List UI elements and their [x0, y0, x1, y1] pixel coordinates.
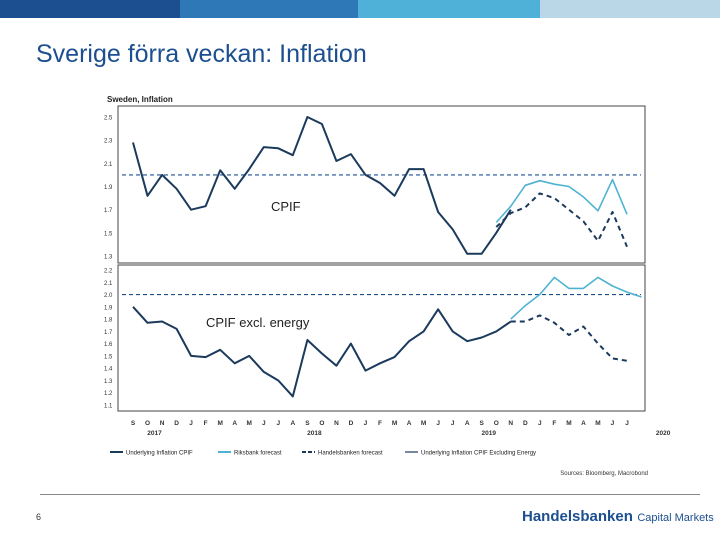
x-tick-label: F [378, 420, 382, 427]
x-tick-label: N [334, 420, 339, 427]
x-tick-label: A [232, 420, 237, 427]
legend-label: Underlying Inflation CPIF [126, 451, 193, 457]
top-bar-segment-3 [358, 0, 540, 18]
series-line [510, 276, 642, 320]
y-tick-label: 1.7 [104, 208, 113, 214]
top-bar-segment-4 [540, 0, 720, 18]
chart-source: Sources: Bloomberg, Macrobond [560, 471, 648, 477]
top-color-bar [0, 0, 720, 18]
y-tick-label: 2.0 [104, 293, 113, 299]
y-tick-label: 1.8 [104, 318, 113, 324]
x-axis: S O N D J F M A M J J A S O N D J F M A M J J A S O N D J F M A M J J 2017 2… [131, 420, 671, 437]
y-tick-label: 1.3 [104, 255, 113, 261]
brand-main: Handelsbanken [522, 508, 633, 525]
x-year-label: 2020 [656, 430, 671, 437]
x-tick-label: F [552, 420, 556, 427]
y-tick-label: 1.9 [104, 185, 113, 191]
x-tick-label: N [160, 420, 165, 427]
panel-frame [117, 105, 646, 264]
x-tick-label: A [465, 420, 470, 427]
x-tick-label: O [319, 420, 324, 427]
x-tick-label: A [290, 420, 295, 427]
x-tick-label: J [436, 420, 440, 427]
y-tick-label: 1.4 [104, 367, 113, 373]
panel-label: CPIF [271, 199, 301, 214]
panel-frame [117, 264, 646, 412]
x-tick-label: M [566, 420, 571, 427]
footer-divider [40, 494, 700, 495]
x-tick-label: J [625, 420, 629, 427]
y-tick-label: 2.1 [104, 162, 113, 168]
chart-title: Sweden, Inflation [107, 95, 173, 104]
legend-label: Underlying Inflation CPIF Excluding Ener… [421, 451, 536, 457]
x-tick-label: M [247, 420, 252, 427]
y-tick-label: 1.1 [104, 404, 113, 410]
y-tick-label: 2.2 [104, 269, 113, 275]
x-tick-label: O [494, 420, 499, 427]
x-tick-label: M [392, 420, 397, 427]
legend-label: Handelsbanken forecast [318, 451, 383, 457]
x-tick-label: J [364, 420, 368, 427]
x-tick-label: F [204, 420, 208, 427]
x-tick-label: J [451, 420, 455, 427]
x-year-label: 2017 [147, 430, 162, 437]
x-tick-label: S [305, 420, 310, 427]
top-bar-segment-2 [180, 0, 358, 18]
x-tick-label: M [421, 420, 426, 427]
legend: Underlying Inflation CPIF Riksbank foreca… [110, 451, 536, 457]
x-tick-label: A [581, 420, 586, 427]
panel-label: CPIF excl. energy [206, 315, 310, 330]
series-line [510, 314, 628, 362]
x-tick-label: J [538, 420, 542, 427]
page-number: 6 [36, 512, 42, 522]
y-tick-label: 1.9 [104, 305, 113, 311]
y-tick-label: 2.1 [104, 281, 113, 287]
y-tick-label: 1.3 [104, 379, 113, 385]
panel-cpif-excl-energy: 2.2 2.1 2.0 1.9 1.8 1.7 1.6 1.5 1.4 1.3 1.2 1.1 CPIF… [104, 264, 646, 412]
x-tick-label: J [189, 420, 193, 427]
y-tick-label: 2.3 [104, 139, 113, 145]
x-tick-label: O [145, 420, 150, 427]
x-tick-label: N [508, 420, 513, 427]
x-tick-label: D [349, 420, 354, 427]
x-tick-label: J [611, 420, 615, 427]
legend-label: Riksbank forecast [234, 451, 282, 457]
x-year-label: 2018 [307, 430, 322, 437]
series-line [495, 178, 628, 223]
y-tick-label: 1.6 [104, 342, 113, 348]
x-tick-label: A [407, 420, 412, 427]
x-tick-label: D [174, 420, 179, 427]
brand-logo: Handelsbanken Capital Markets [522, 508, 714, 526]
x-tick-label: J [276, 420, 280, 427]
series-line [495, 192, 628, 248]
x-tick-label: M [595, 420, 600, 427]
brand-sub: Capital Markets [637, 512, 714, 524]
y-tick-label: 1.2 [104, 391, 113, 397]
y-tick-label: 1.5 [104, 231, 113, 237]
x-tick-label: S [131, 420, 136, 427]
y-tick-label: 2.5 [104, 116, 113, 122]
panel-cpif: 2.5 2.3 2.1 1.9 1.7 1.5 1.3 CPIF [104, 105, 646, 264]
x-tick-label: S [480, 420, 485, 427]
slide-title: Sverige förra veckan: Inflation [36, 40, 367, 68]
series-line [132, 116, 512, 255]
x-tick-label: J [262, 420, 266, 427]
top-bar-segment-1 [0, 0, 180, 18]
x-year-label: 2019 [481, 430, 496, 437]
x-tick-label: D [523, 420, 528, 427]
y-tick-label: 1.7 [104, 330, 113, 336]
series-line [132, 306, 512, 398]
x-tick-label: M [217, 420, 222, 427]
y-tick-label: 1.5 [104, 354, 113, 360]
